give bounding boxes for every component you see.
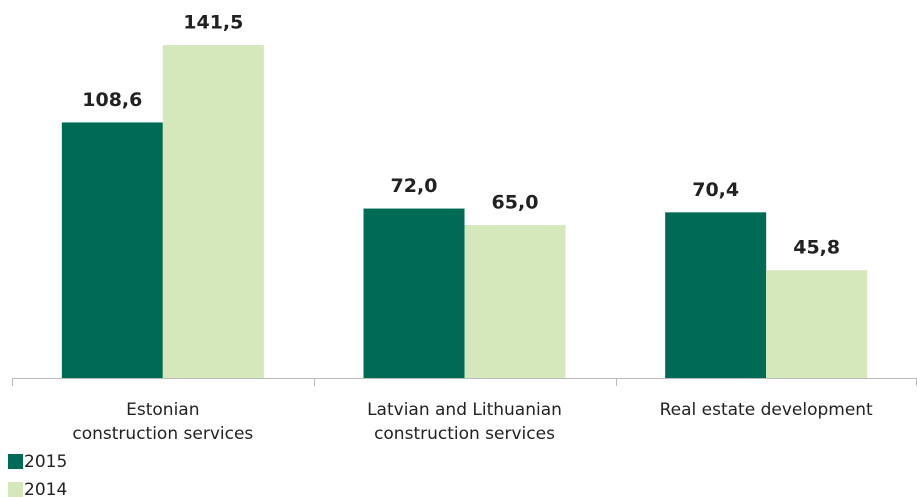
value-label: 45,8 bbox=[793, 237, 840, 259]
legend-swatch bbox=[8, 482, 23, 497]
bar bbox=[665, 212, 767, 378]
x-tick-label: construction services bbox=[374, 424, 555, 444]
x-tick-label: construction services bbox=[72, 424, 253, 444]
bar bbox=[363, 208, 465, 378]
value-label: 108,6 bbox=[82, 89, 142, 111]
legend-swatch bbox=[8, 454, 23, 469]
value-label: 65,0 bbox=[492, 192, 539, 214]
bar bbox=[61, 122, 163, 378]
x-tick-label: Estonian bbox=[126, 400, 199, 420]
x-tick-label: Real estate development bbox=[660, 400, 873, 420]
value-label: 72,0 bbox=[391, 175, 438, 197]
bar bbox=[766, 270, 868, 378]
legend-label: 2015 bbox=[24, 452, 67, 472]
bar bbox=[162, 45, 264, 379]
x-tick-label: Latvian and Lithuanian bbox=[367, 400, 562, 420]
legend-label: 2014 bbox=[24, 480, 67, 497]
value-label: 141,5 bbox=[183, 12, 243, 34]
value-label: 70,4 bbox=[692, 179, 739, 201]
bar bbox=[464, 225, 566, 378]
